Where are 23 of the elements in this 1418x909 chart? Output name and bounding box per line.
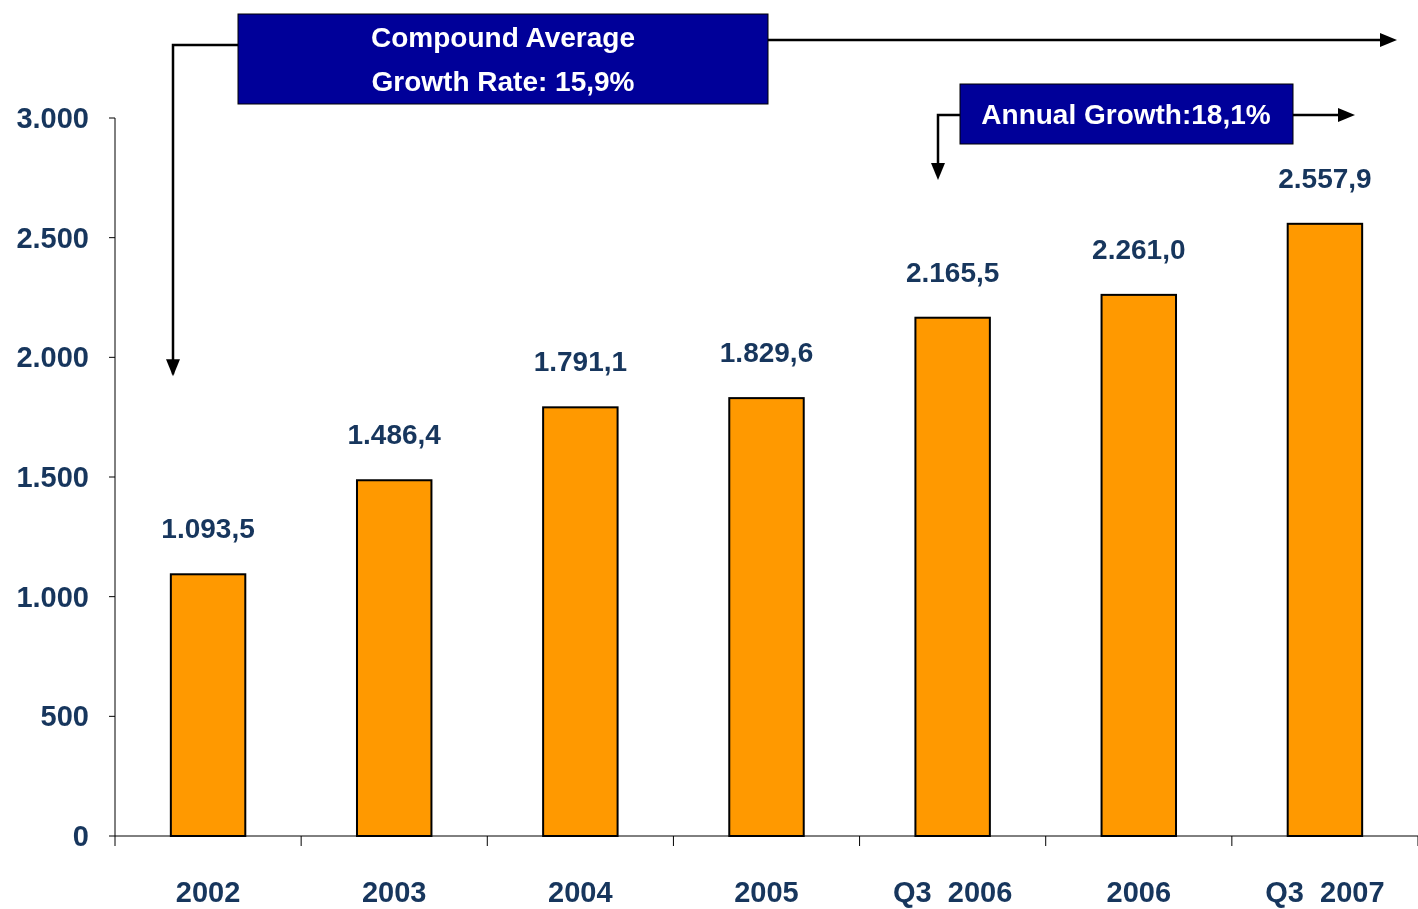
y-tick-label: 1.000 (16, 580, 89, 613)
data-label: 2.557,9 (1278, 162, 1372, 194)
text: Compound Average Growth Rate: 15,9% (371, 21, 635, 97)
x-tick-label: 2002 (175, 876, 241, 908)
data-label: 2.261,0 (1092, 233, 1186, 265)
y-tick-label: 3.000 (16, 102, 89, 135)
x-tick-label: Q3 2006 (892, 876, 1013, 908)
y-tick-label: 0 (72, 820, 89, 853)
y-tick-label: 1.500 (16, 461, 89, 494)
data-label: 2.165,5 (905, 256, 1000, 288)
y-tick-label: 2.000 (16, 341, 89, 374)
data-label: 1.093,5 (161, 513, 255, 545)
x-tick-label: 2006 (1106, 876, 1172, 908)
x-tick-label: Q3 2007 (1265, 876, 1385, 908)
y-tick-label: 500 (40, 700, 89, 733)
y-tick-label: 2.500 (16, 221, 89, 254)
x-tick-label: 2004 (548, 876, 613, 908)
x-tick-label: 2003 (361, 876, 427, 908)
annotation: Annual Growth:18,1% (981, 98, 1271, 130)
data-label: 1.791,1 (533, 346, 628, 378)
x-tick-label: 2005 (734, 876, 799, 908)
data-label: 1.829,6 (719, 337, 814, 369)
data-label: 1.486,4 (347, 419, 442, 451)
